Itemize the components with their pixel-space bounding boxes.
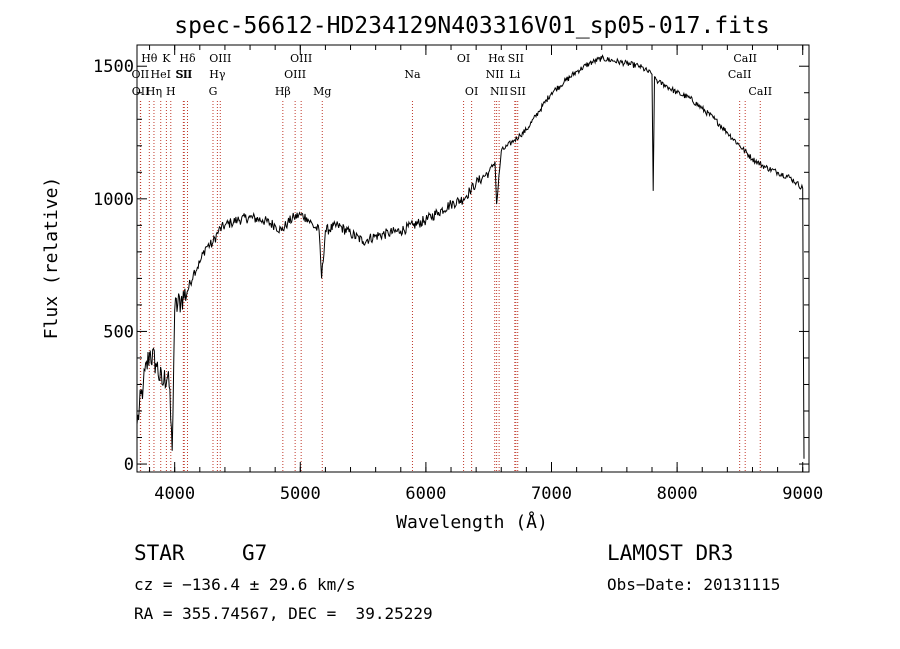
- line-label-22: NII: [490, 85, 508, 98]
- line-label-21: NII: [486, 68, 504, 81]
- line-label-11: Hγ: [209, 68, 226, 81]
- line-label-28: CaII: [748, 85, 772, 98]
- line-label-1: OII: [132, 68, 150, 81]
- spectral-line-markers: Hθ OII OII K HeI Hη SII H Hδ SII OIII Hγ G Hβ OIII OIII…: [132, 52, 772, 472]
- line-label-26: CaII: [733, 52, 757, 65]
- x-axis-ticks: 4000 5000 6000 7000 8000 9000: [149, 45, 823, 504]
- y-tick-label-3: 1500: [93, 57, 134, 77]
- y-tick-label-0: 0: [124, 455, 134, 475]
- line-label-15: OIII: [284, 68, 306, 81]
- object-class: STAR: [134, 541, 185, 565]
- survey-name: LAMOST DR3: [607, 541, 734, 565]
- chart-title: spec-56612-HD234129N403316V01_sp05-017.f…: [174, 13, 769, 39]
- line-label-20: Hα: [488, 52, 506, 65]
- line-label-2: OII: [132, 85, 150, 98]
- line-label-5: Hη: [146, 85, 162, 98]
- x-tick-label-3: 7000: [531, 484, 572, 504]
- line-label-17: Na: [404, 68, 421, 81]
- coordinates: RA = 355.74567, DEC = 39.25229: [134, 604, 433, 623]
- x-tick-label-2: 6000: [405, 484, 446, 504]
- line-label-0: Hθ: [141, 52, 158, 65]
- line-label-10: OIII: [209, 52, 231, 65]
- line-label-23: SII: [508, 52, 524, 65]
- spectrum-line: [136, 54, 805, 459]
- redshift-velocity: cz = −136.4 ± 29.6 km/s: [134, 575, 356, 594]
- y-tick-label-1: 500: [103, 322, 134, 342]
- y-tick-label-2: 1000: [93, 190, 134, 210]
- line-label-6: SII: [175, 68, 191, 81]
- y-axis-ticks: 0 500 1000 1500: [93, 57, 809, 475]
- line-label-8: Hδ: [179, 52, 196, 65]
- line-label-25: SII: [510, 85, 526, 98]
- line-label-12: G: [209, 85, 218, 98]
- line-label-3: K: [162, 52, 171, 65]
- x-tick-label-0: 4000: [154, 484, 195, 504]
- x-tick-label-4: 8000: [657, 484, 698, 504]
- line-label-19: OI: [465, 85, 478, 98]
- line-label-4: HeI: [151, 68, 171, 81]
- line-label-9: SII: [176, 68, 192, 81]
- x-tick-label-1: 5000: [280, 484, 321, 504]
- line-label-18: OI: [457, 52, 470, 65]
- object-subclass: G7: [242, 541, 268, 565]
- plot-frame: [136, 44, 810, 473]
- x-axis-label: Wavelength (Å): [396, 511, 548, 533]
- line-label-7: H: [166, 85, 176, 98]
- line-label-14: OIII: [290, 52, 312, 65]
- line-label-13: Hβ: [275, 85, 291, 98]
- line-label-27: CaII: [728, 68, 752, 81]
- x-tick-label-5: 9000: [782, 484, 823, 504]
- observation-date: Obs−Date: 20131115: [607, 575, 781, 594]
- y-axis-label: Flux (relative): [41, 177, 62, 340]
- line-label-24: Li: [509, 68, 520, 81]
- line-label-16: Mg: [313, 85, 331, 98]
